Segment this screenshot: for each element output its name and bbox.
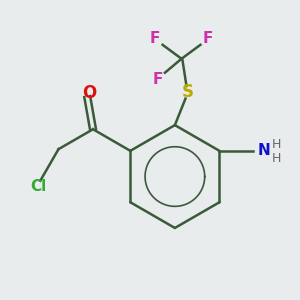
Text: F: F — [153, 72, 164, 87]
Text: O: O — [82, 84, 96, 102]
Text: S: S — [182, 83, 194, 101]
Text: F: F — [150, 32, 160, 46]
Text: H: H — [272, 152, 281, 165]
Text: N: N — [258, 143, 270, 158]
Text: Cl: Cl — [31, 179, 47, 194]
Text: F: F — [203, 32, 213, 46]
Text: H: H — [272, 138, 281, 152]
